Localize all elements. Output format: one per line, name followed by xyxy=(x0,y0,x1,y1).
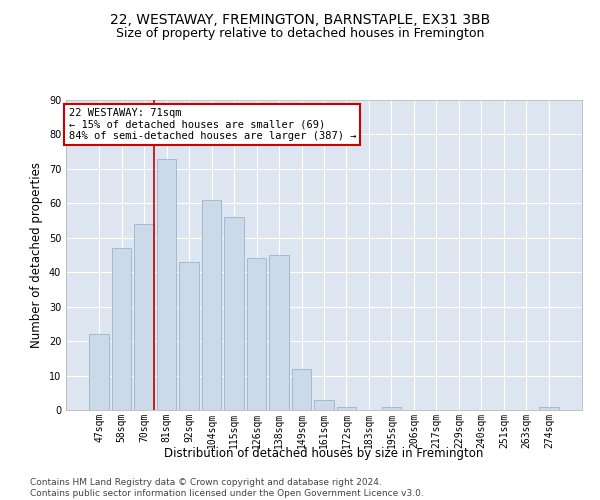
Bar xyxy=(337,406,356,410)
Bar xyxy=(269,255,289,410)
Bar xyxy=(112,248,131,410)
Bar xyxy=(89,334,109,410)
Bar xyxy=(134,224,154,410)
Text: 22, WESTAWAY, FREMINGTON, BARNSTAPLE, EX31 3BB: 22, WESTAWAY, FREMINGTON, BARNSTAPLE, EX… xyxy=(110,12,490,26)
Bar xyxy=(179,262,199,410)
Text: 22 WESTAWAY: 71sqm
← 15% of detached houses are smaller (69)
84% of semi-detache: 22 WESTAWAY: 71sqm ← 15% of detached hou… xyxy=(68,108,356,141)
Bar xyxy=(292,368,311,410)
Bar xyxy=(157,158,176,410)
Text: Contains HM Land Registry data © Crown copyright and database right 2024.
Contai: Contains HM Land Registry data © Crown c… xyxy=(30,478,424,498)
Y-axis label: Number of detached properties: Number of detached properties xyxy=(30,162,43,348)
Text: Distribution of detached houses by size in Fremington: Distribution of detached houses by size … xyxy=(164,448,484,460)
Text: Size of property relative to detached houses in Fremington: Size of property relative to detached ho… xyxy=(116,28,484,40)
Bar xyxy=(224,217,244,410)
Bar xyxy=(539,406,559,410)
Bar xyxy=(247,258,266,410)
Bar xyxy=(314,400,334,410)
Bar xyxy=(202,200,221,410)
Bar xyxy=(382,406,401,410)
